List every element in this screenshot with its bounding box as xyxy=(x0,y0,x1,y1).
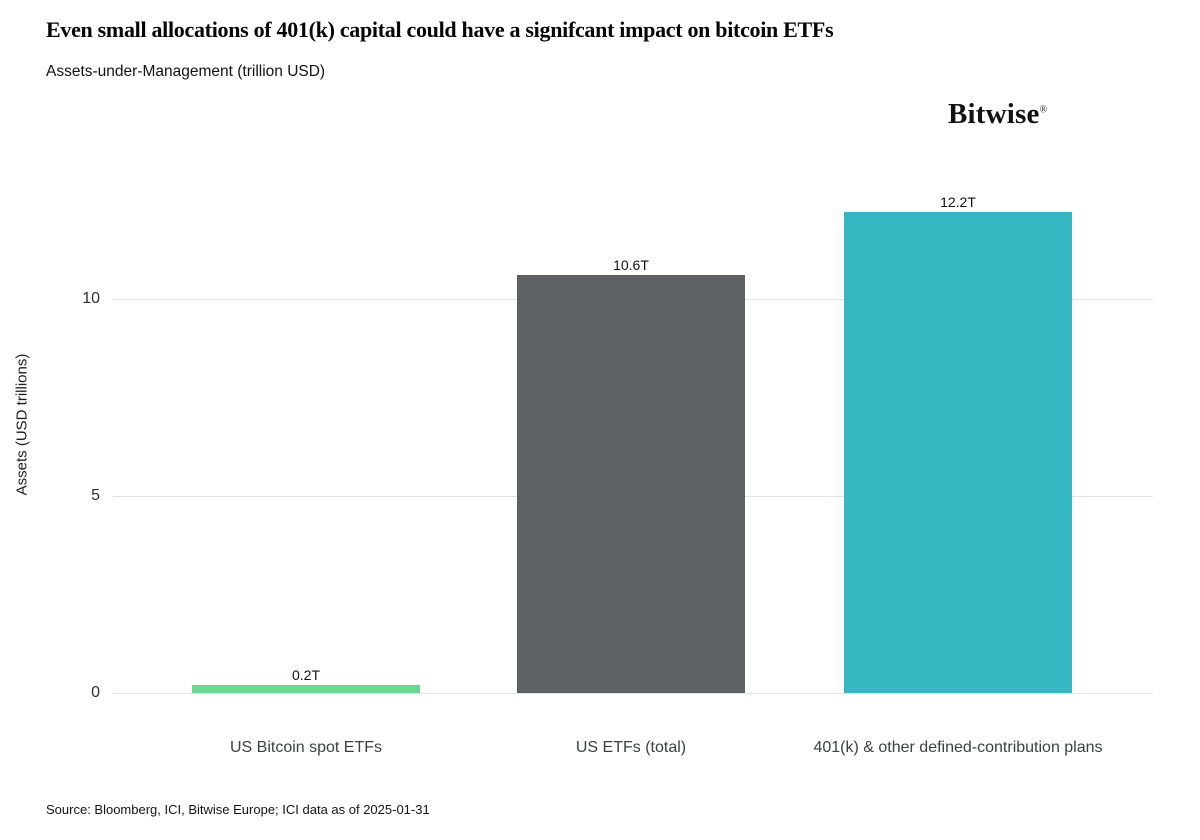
gridline-0 xyxy=(113,693,1153,694)
y-axis-label: Assets (USD trillions) xyxy=(13,353,31,496)
chart-title: Even small allocations of 401(k) capital… xyxy=(46,17,834,42)
bar-value-label-us-bitcoin-spot-etfs: 0.2T xyxy=(291,667,320,683)
y-tick-label-5: 5 xyxy=(91,487,100,504)
x-axis-category-label-us-bitcoin-spot-etfs: US Bitcoin spot ETFs xyxy=(229,739,383,756)
bar-value-label-401-k-other-defined-contribution-plans: 12.2T xyxy=(940,194,976,210)
bar-401-k-other-defined-contribution-plans xyxy=(844,212,1072,693)
bar-us-etfs-total xyxy=(517,275,745,693)
bitwise-logo-text: Bitwise xyxy=(948,98,1040,130)
bar-value-label-us-etfs-total: 10.6T xyxy=(613,257,649,273)
chart-subtitle: Assets-under-Management (trillion USD) xyxy=(46,63,326,80)
registered-trademark-icon: ® xyxy=(1039,104,1048,116)
bar-us-bitcoin-spot-etfs xyxy=(192,685,420,693)
y-tick-label-10: 10 xyxy=(82,290,100,307)
bitwise-logo: Bitwise® xyxy=(948,98,1047,131)
source-note: Source: Bloomberg, ICI, Bitwise Europe; … xyxy=(46,802,430,817)
x-axis-category-label-us-etfs-total: US ETFs (total) xyxy=(575,739,687,756)
x-axis-category-label-401-k-other-defined-contribution-plans: 401(k) & other defined-contribution plan… xyxy=(813,739,1103,756)
y-tick-label-0: 0 xyxy=(91,684,100,701)
